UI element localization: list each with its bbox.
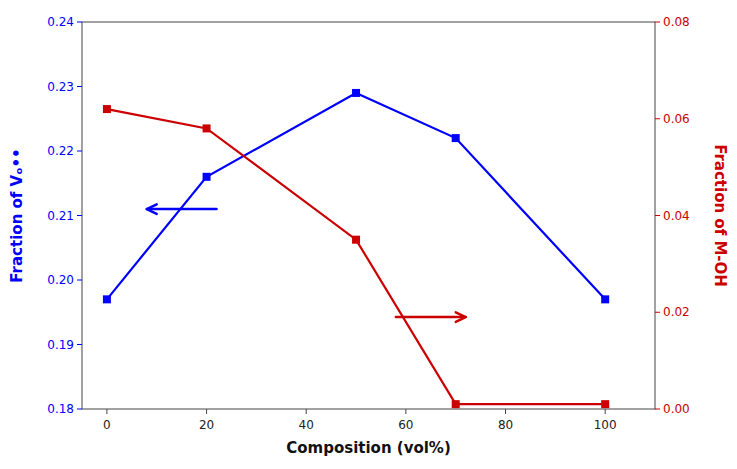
y-tick-label: 0.19 — [47, 338, 74, 352]
y-tick — [77, 86, 82, 87]
y-tick-label: 0.20 — [47, 273, 74, 287]
x-tick — [405, 409, 406, 414]
y-tick-label: 0.23 — [47, 80, 74, 94]
y2-tick — [655, 409, 660, 410]
series-marker — [103, 295, 111, 303]
x-tick — [206, 409, 207, 414]
x-tick-label: 60 — [398, 418, 413, 432]
y2-tick-label: 0.00 — [663, 402, 690, 416]
y-tick — [77, 22, 82, 23]
series-marker — [601, 400, 609, 408]
y-tick-label: 0.21 — [47, 209, 74, 223]
y-tick — [77, 409, 82, 410]
x-axis-label: Composition (vol%) — [286, 439, 451, 457]
series-marker — [352, 89, 360, 97]
y-tick-label: 0.22 — [47, 144, 74, 158]
y2-tick-label: 0.02 — [663, 305, 690, 319]
series-marker — [203, 173, 211, 181]
y2-axis-label: Fraction of M-OH — [711, 144, 729, 287]
x-tick — [106, 409, 107, 414]
series-marker — [103, 105, 111, 113]
arrow — [147, 204, 217, 214]
series-line — [107, 109, 605, 404]
x-tick-label: 0 — [103, 418, 111, 432]
arrow — [396, 312, 466, 322]
y2-tick-label: 0.08 — [663, 15, 690, 29]
arrow-head — [456, 312, 466, 322]
x-tick — [605, 409, 606, 414]
axes: 0 20 40 60 80 100 0.18 0.19 0.20 0.21 0.22 0.23 0.24… — [47, 15, 689, 432]
series-marker — [452, 134, 460, 142]
y2-tick — [655, 22, 660, 23]
arrow-shaft — [396, 316, 466, 319]
y-tick — [77, 215, 82, 216]
x-tick-label: 80 — [498, 418, 513, 432]
chart: 0 20 40 60 80 100 0.18 0.19 0.20 0.21 0.22 0.23 0.24… — [0, 0, 737, 469]
x-tick — [505, 409, 506, 414]
series-marker — [452, 400, 460, 408]
y2-tick — [655, 118, 660, 119]
x-tick-label: 100 — [594, 418, 617, 432]
y-tick-label: 0.24 — [47, 15, 74, 29]
y2-tick-label: 0.06 — [663, 112, 690, 126]
y2-tick — [655, 312, 660, 313]
x-tick — [306, 409, 307, 414]
y2-tick — [655, 215, 660, 216]
arrow-head — [147, 204, 157, 214]
plot-frame — [82, 22, 655, 409]
y2-tick-label: 0.04 — [663, 209, 690, 223]
y-axis-label: Fraction of Vₒ•• — [8, 148, 26, 282]
arrow-shaft — [147, 208, 217, 211]
y-tick — [77, 344, 82, 345]
y-tick-label: 0.18 — [47, 402, 74, 416]
series-marker — [601, 295, 609, 303]
y-tick — [77, 280, 82, 281]
x-tick-label: 20 — [199, 418, 214, 432]
plot-area — [103, 89, 609, 408]
series-marker — [203, 124, 211, 132]
x-tick-label: 40 — [299, 418, 314, 432]
y-tick — [77, 151, 82, 152]
series-marker — [352, 236, 360, 244]
